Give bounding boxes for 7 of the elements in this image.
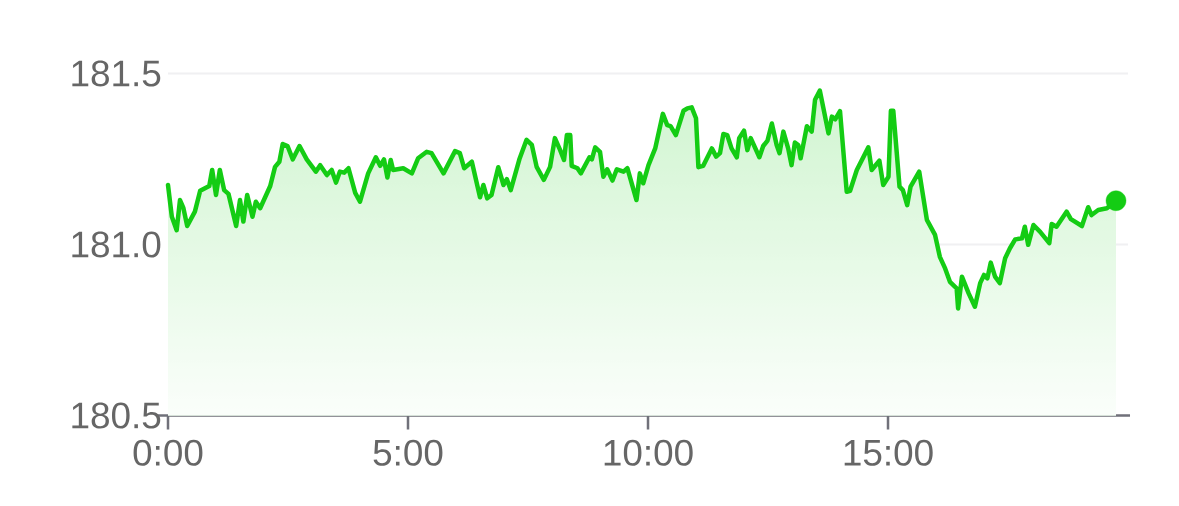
- y-tick-label: 181.5: [72, 60, 161, 87]
- x-tick-label: 10:00: [604, 439, 693, 466]
- y-tick-label: 181.0: [72, 231, 161, 258]
- y-tick-label: 180.5: [72, 402, 161, 429]
- x-tick-label: 15:00: [844, 439, 933, 466]
- x-tick-label: 0:00: [133, 439, 203, 466]
- x-tick-label: 5:00: [373, 439, 443, 466]
